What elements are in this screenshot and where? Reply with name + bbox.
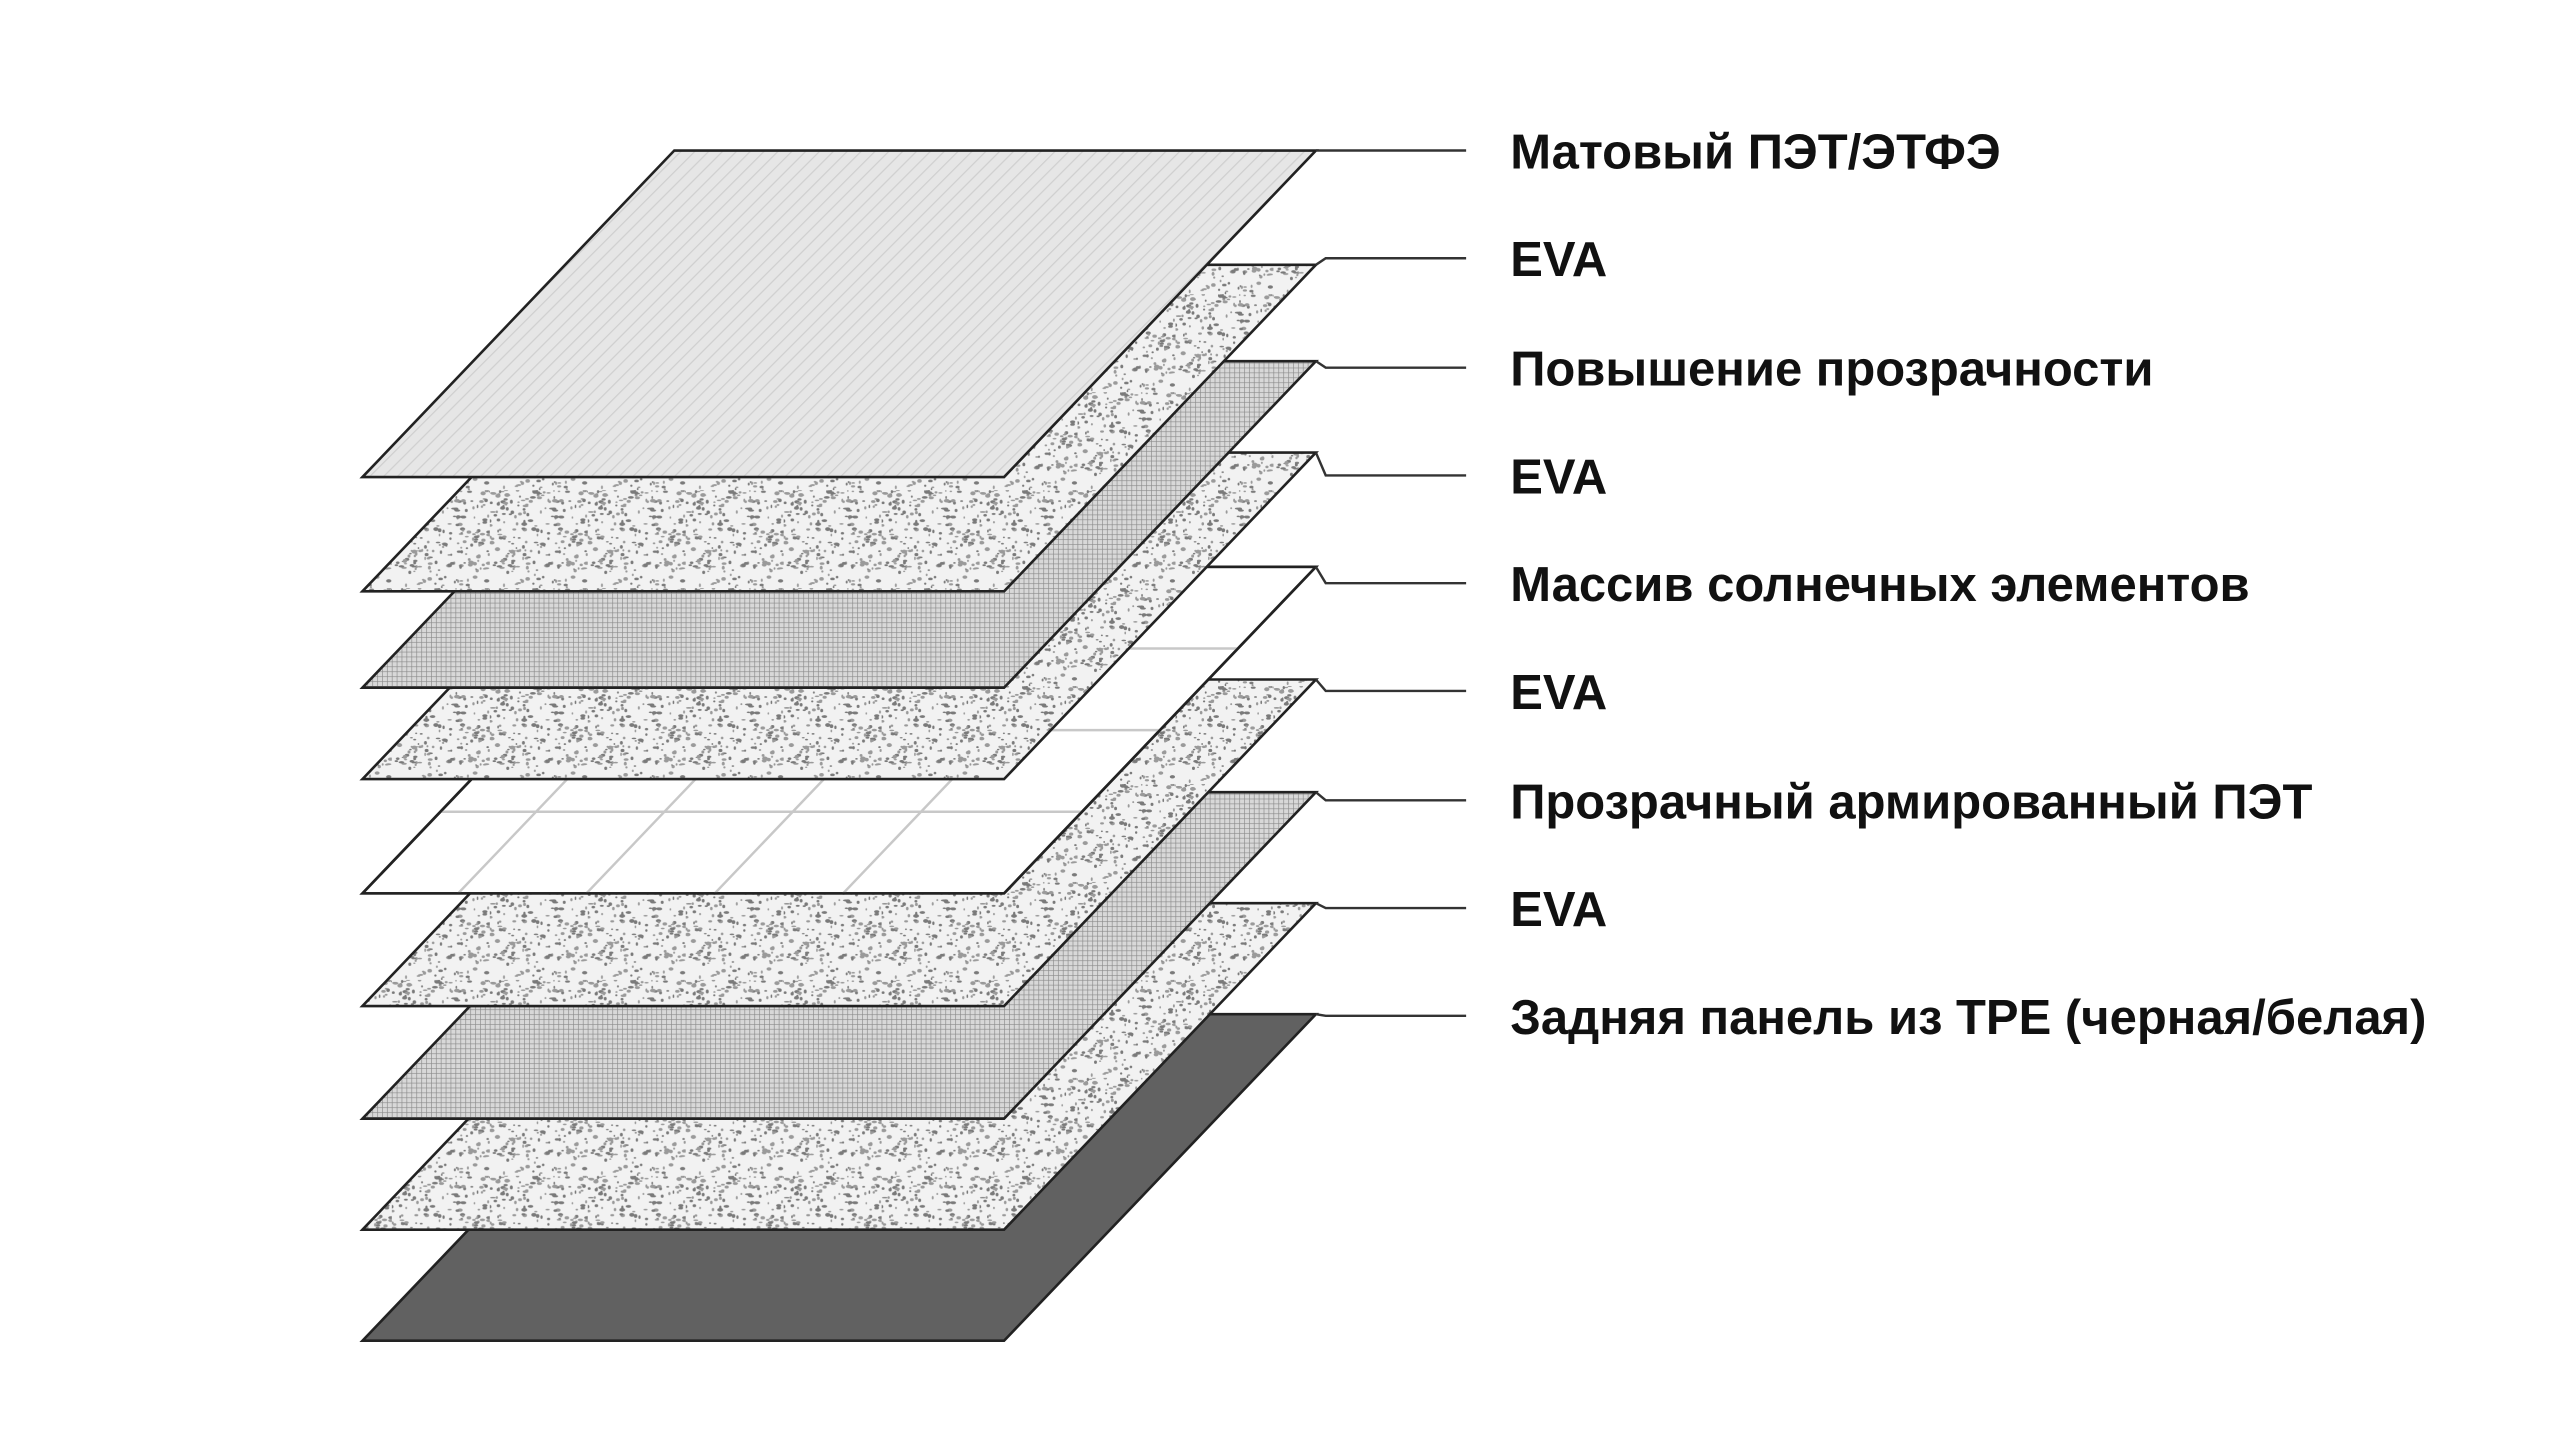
leader-line (1314, 452, 1467, 477)
leader-line (1315, 257, 1467, 266)
layer-label: Массив солнечных элементов (1510, 558, 2249, 612)
layer-label: EVA (1510, 666, 1607, 720)
layer-label: EVA (1510, 450, 1607, 504)
layer-label: Задняя панель из TPE (черная/белая) (1510, 991, 2426, 1045)
leader-line (1314, 566, 1467, 585)
layer-label: Матовый ПЭТ/ЭТФЭ (1510, 125, 2001, 179)
layer-label: EVA (1510, 233, 1607, 287)
layer-label: Повышение прозрачности (1510, 343, 2153, 397)
leader-line (1315, 1012, 1467, 1018)
layer-label: EVA (1510, 883, 1607, 937)
leader-line (1315, 791, 1467, 802)
leader-line (1314, 678, 1467, 693)
layer-label: Прозрачный армированный ПЭТ (1510, 775, 2312, 829)
leader-line (1315, 902, 1467, 910)
leader-line (1315, 360, 1467, 369)
